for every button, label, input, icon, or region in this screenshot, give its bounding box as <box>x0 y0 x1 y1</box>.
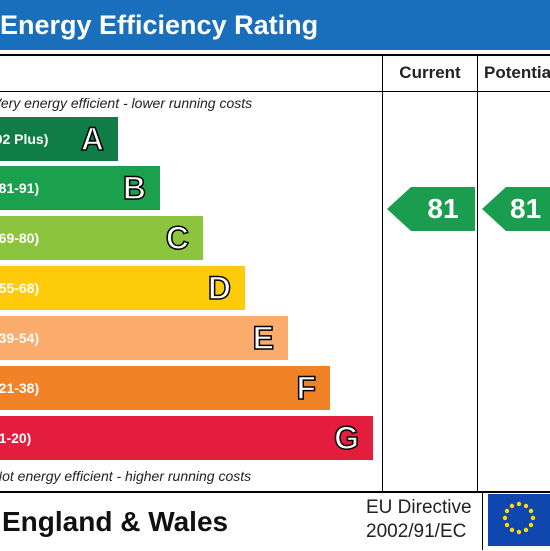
directive-line-2: 2002/91/EC <box>366 521 467 542</box>
directive-line-1: EU Directive <box>366 497 472 518</box>
current-rating-value: 81 <box>427 193 459 224</box>
footer-directive: EU Directive 2002/91/EC <box>366 496 482 544</box>
band-range: (55-68) <box>0 280 40 296</box>
band-letter: G <box>333 419 359 457</box>
band-range: (92 Plus) <box>0 131 49 147</box>
band-range: (69-80) <box>0 230 40 246</box>
title-bar: Energy Efficiency Rating <box>0 0 550 50</box>
band-letter: B <box>122 169 147 207</box>
band-range: (1-20) <box>0 430 32 446</box>
band-range: (21-38) <box>0 380 40 396</box>
column-header-potential: Potential <box>484 63 550 82</box>
band-d: (55-68) D <box>0 266 245 310</box>
band-a: (92 Plus) A <box>0 117 118 161</box>
divider-col-potential <box>477 54 478 492</box>
band-letter: C <box>165 219 190 257</box>
divider-header <box>0 91 550 92</box>
note-bottom: Not energy efficient - higher running co… <box>0 468 252 484</box>
band-range: (39-54) <box>0 330 40 346</box>
divider-footer-directive <box>482 493 483 550</box>
band-c: (69-80) C <box>0 216 203 260</box>
band-letter: F <box>296 369 317 407</box>
potential-rating-arrow: 81 <box>482 187 550 231</box>
band-range: (81-91) <box>0 180 40 196</box>
note-top: Very energy efficient - lower running co… <box>0 95 253 111</box>
eu-flag-icon <box>488 494 550 546</box>
band-b: (81-91) B <box>0 166 160 210</box>
eu-stars-icon <box>502 501 536 535</box>
divider-top <box>0 54 550 56</box>
band-letter: E <box>252 319 275 357</box>
band-letter: D <box>207 269 232 307</box>
band-e: (39-54) E <box>0 316 288 360</box>
chart-title: Energy Efficiency Rating <box>0 10 319 40</box>
footer-country: England & Wales <box>2 506 229 537</box>
current-rating-arrow: 81 <box>387 187 475 231</box>
band-g: (1-20) G <box>0 416 373 460</box>
column-header-current: Current <box>399 63 461 82</box>
band-f: (21-38) F <box>0 366 330 410</box>
potential-rating-value: 81 <box>510 193 542 224</box>
band-letter: A <box>80 120 105 158</box>
divider-col-current <box>382 54 383 492</box>
divider-footer <box>0 491 550 493</box>
